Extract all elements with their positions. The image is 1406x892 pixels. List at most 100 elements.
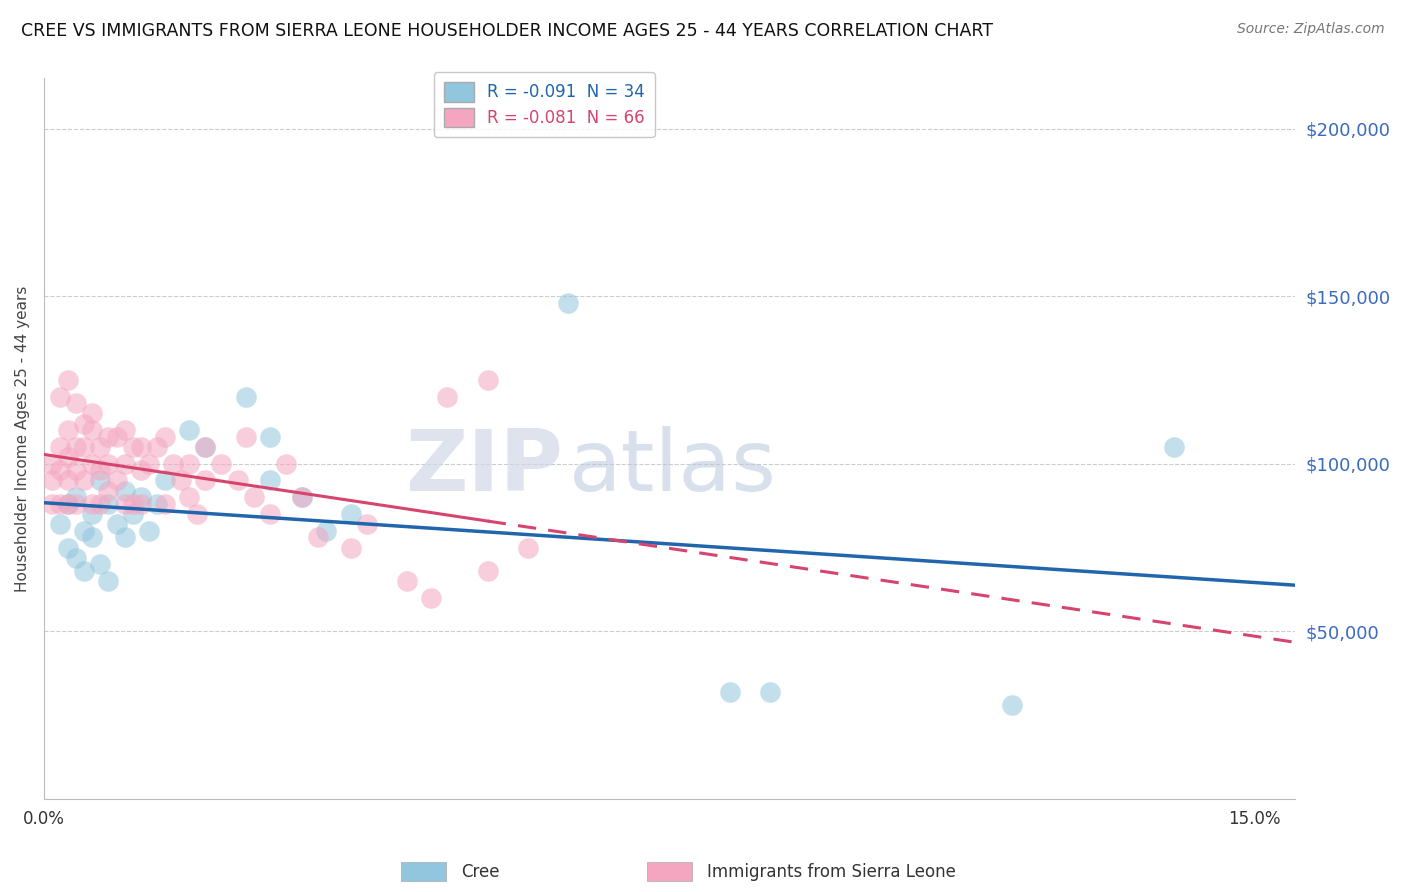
Point bbox=[105, 430, 128, 444]
Point bbox=[259, 507, 281, 521]
Point bbox=[129, 490, 152, 504]
Point bbox=[557, 296, 579, 310]
Point bbox=[235, 390, 257, 404]
Point bbox=[121, 497, 143, 511]
Point bbox=[291, 490, 314, 504]
Point bbox=[170, 474, 193, 488]
Point bbox=[56, 423, 79, 437]
Point bbox=[477, 564, 499, 578]
Point bbox=[73, 524, 96, 538]
Point bbox=[396, 574, 419, 588]
Point bbox=[356, 517, 378, 532]
Point bbox=[97, 497, 120, 511]
Legend: R = -0.091  N = 34, R = -0.081  N = 66: R = -0.091 N = 34, R = -0.081 N = 66 bbox=[433, 72, 655, 137]
Point bbox=[259, 474, 281, 488]
Text: Cree: Cree bbox=[461, 863, 499, 881]
Point bbox=[179, 457, 201, 471]
Point bbox=[209, 457, 232, 471]
Point bbox=[259, 430, 281, 444]
Point bbox=[1163, 440, 1185, 454]
Point bbox=[129, 463, 152, 477]
Point bbox=[89, 497, 111, 511]
Point bbox=[97, 574, 120, 588]
Point bbox=[49, 390, 72, 404]
Point bbox=[274, 457, 297, 471]
Point bbox=[65, 396, 87, 410]
Point bbox=[121, 507, 143, 521]
Point bbox=[49, 463, 72, 477]
Point bbox=[65, 463, 87, 477]
Point bbox=[315, 524, 337, 538]
Point bbox=[97, 483, 120, 498]
Point bbox=[56, 373, 79, 387]
Point bbox=[82, 531, 104, 545]
Point bbox=[49, 497, 72, 511]
Point bbox=[89, 463, 111, 477]
Point bbox=[235, 430, 257, 444]
Point bbox=[73, 440, 96, 454]
Point bbox=[194, 474, 217, 488]
Point bbox=[41, 497, 63, 511]
Point bbox=[162, 457, 184, 471]
Point bbox=[82, 457, 104, 471]
Point bbox=[477, 373, 499, 387]
Text: Source: ZipAtlas.com: Source: ZipAtlas.com bbox=[1237, 22, 1385, 37]
Point bbox=[89, 558, 111, 572]
Point bbox=[105, 474, 128, 488]
Point bbox=[89, 440, 111, 454]
Point bbox=[146, 497, 169, 511]
Point bbox=[114, 457, 136, 471]
Point bbox=[138, 457, 160, 471]
Point bbox=[49, 440, 72, 454]
Point bbox=[56, 474, 79, 488]
Point bbox=[420, 591, 443, 605]
Point bbox=[291, 490, 314, 504]
Point bbox=[56, 497, 79, 511]
Point bbox=[153, 497, 176, 511]
Point bbox=[73, 564, 96, 578]
Point bbox=[339, 507, 361, 521]
Point bbox=[179, 490, 201, 504]
Point bbox=[339, 541, 361, 555]
Point bbox=[114, 497, 136, 511]
Point bbox=[56, 497, 79, 511]
Point bbox=[759, 684, 782, 698]
Point bbox=[517, 541, 540, 555]
Point bbox=[242, 490, 264, 504]
Point bbox=[146, 440, 169, 454]
Point bbox=[153, 474, 176, 488]
Text: Immigrants from Sierra Leone: Immigrants from Sierra Leone bbox=[707, 863, 956, 881]
Point bbox=[194, 440, 217, 454]
Point bbox=[436, 390, 458, 404]
Point bbox=[82, 507, 104, 521]
Point bbox=[153, 430, 176, 444]
Text: atlas: atlas bbox=[569, 425, 778, 509]
Point bbox=[121, 440, 143, 454]
Point bbox=[186, 507, 208, 521]
Point bbox=[41, 457, 63, 471]
Point bbox=[129, 440, 152, 454]
Point bbox=[194, 440, 217, 454]
Point bbox=[56, 541, 79, 555]
Point bbox=[307, 531, 329, 545]
Point bbox=[226, 474, 249, 488]
Point bbox=[82, 407, 104, 421]
Point bbox=[56, 450, 79, 464]
Point bbox=[89, 474, 111, 488]
Point bbox=[41, 474, 63, 488]
Point bbox=[114, 483, 136, 498]
Point bbox=[97, 457, 120, 471]
Point bbox=[114, 531, 136, 545]
Point bbox=[65, 550, 87, 565]
Point bbox=[73, 474, 96, 488]
Point bbox=[105, 517, 128, 532]
Point bbox=[179, 423, 201, 437]
Point bbox=[73, 417, 96, 431]
Point bbox=[65, 497, 87, 511]
Point bbox=[82, 423, 104, 437]
Text: CREE VS IMMIGRANTS FROM SIERRA LEONE HOUSEHOLDER INCOME AGES 25 - 44 YEARS CORRE: CREE VS IMMIGRANTS FROM SIERRA LEONE HOU… bbox=[21, 22, 993, 40]
Y-axis label: Householder Income Ages 25 - 44 years: Householder Income Ages 25 - 44 years bbox=[15, 285, 30, 591]
Point bbox=[82, 497, 104, 511]
Point bbox=[138, 524, 160, 538]
Text: ZIP: ZIP bbox=[405, 425, 562, 509]
